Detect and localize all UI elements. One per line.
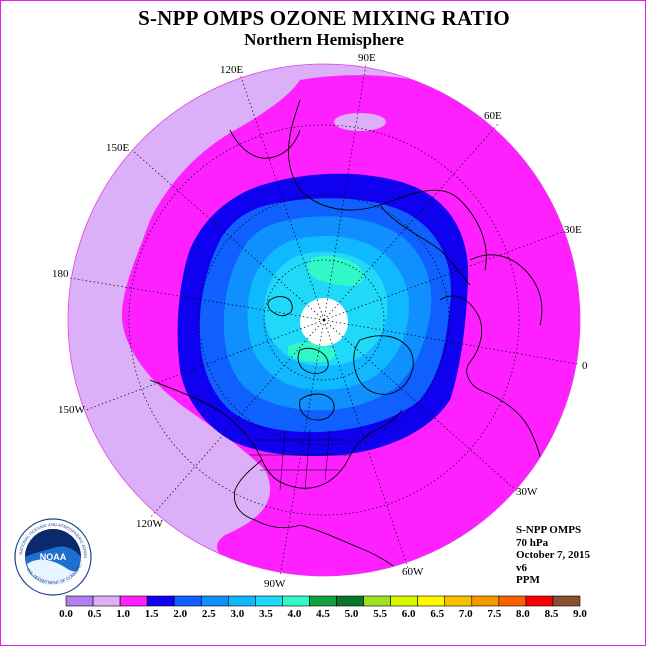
instrument-label: S-NPP OMPS: [516, 524, 582, 536]
colorbar-swatch: [255, 595, 283, 607]
field-band-4.0: [307, 255, 365, 287]
colorbar-tick-label: 0.5: [87, 608, 102, 620]
colorbar-swatch: [417, 595, 446, 607]
colorbar-swatch: [282, 595, 310, 607]
colorbar-tick-label: 8.0: [516, 608, 530, 620]
colorbar-tick-label: 7.5: [487, 608, 502, 620]
colorbar-tick-label: 8.5: [544, 608, 559, 620]
lon-label-90e: 90E: [358, 52, 376, 64]
lon-label-30e: 30E: [564, 224, 582, 236]
map-info-block: S-NPP OMPS 70 hPa October 7, 2015 v6 PPM: [516, 524, 590, 587]
colorbar-swatch: [146, 595, 175, 607]
coastlines: [149, 99, 544, 576]
colorbar-swatch: [336, 595, 364, 607]
colorbar-tick-label: 1.5: [144, 608, 159, 620]
colorbar-tick-label: 4.5: [316, 608, 330, 620]
colorbar-tick-label: 6.5: [430, 608, 445, 620]
colorbar-swatch: [390, 595, 418, 607]
lon-label-60e: 60E: [484, 110, 502, 122]
date-label: October 7, 2015: [516, 549, 591, 561]
lon-label-180: 180: [52, 268, 69, 280]
colorbar-tick-label: 9.0: [573, 608, 587, 620]
colorbar-swatch: [65, 595, 94, 607]
lon-label-120e: 120E: [220, 64, 244, 76]
colorbar-tick-label: 6.0: [401, 608, 416, 620]
version-label: v6: [516, 561, 527, 574]
colorbar-tick-label: 0.0: [59, 608, 73, 620]
lon-label-0: 0: [582, 360, 588, 372]
lon-label-90w: 90W: [264, 578, 286, 590]
colorbar-swatch: [444, 595, 473, 607]
noaa-logo-text: NOAA: [40, 552, 67, 562]
colorbar-swatch: [525, 595, 554, 607]
colorbar-swatch: [471, 595, 500, 607]
ozone-field: [68, 64, 580, 576]
lon-label-60w: 60W: [402, 566, 424, 578]
colorbar-tick-label: 1.0: [116, 608, 130, 620]
lon-label-120w: 120W: [136, 518, 163, 530]
colorbar-tick-label: 2.0: [173, 608, 188, 620]
colorbar-tick-label: 5.5: [373, 608, 387, 620]
graticule: [69, 63, 579, 577]
colorbar-swatch: [173, 595, 202, 607]
colorbar-tick-label: 7.0: [458, 608, 473, 620]
units-label: PPM: [516, 574, 540, 586]
lon-label-30w: 30W: [516, 486, 538, 498]
map-subtitle: Northern Hemisphere: [244, 30, 404, 49]
colorbar-swatch: [309, 595, 337, 607]
colorbar-swatch: [92, 595, 121, 607]
colorbar-swatch: [228, 595, 256, 607]
colorbar-swatch: [552, 595, 581, 607]
field-band-0.5-island: [334, 113, 386, 131]
colorbar-tick-label: 5.0: [344, 608, 359, 620]
colorbar-tick-label: 2.5: [201, 608, 216, 620]
colorbar-swatch: [200, 595, 229, 607]
polar-no-data-cap: [300, 298, 348, 346]
colorbar-swatches: [65, 595, 581, 607]
state-lines: [250, 429, 350, 491]
lon-label-150e: 150E: [106, 142, 130, 154]
lon-label-150w: 150W: [58, 404, 85, 416]
map-disc-border: [67, 63, 581, 577]
map-title: S-NPP OMPS OZONE MIXING RATIO: [138, 6, 510, 30]
pressure-level-label: 70 hPa: [516, 536, 549, 549]
colorbar-swatch: [498, 595, 527, 607]
colorbar-swatch: [119, 595, 148, 607]
colorbar-tick-label: 4.0: [287, 608, 302, 620]
noaa-logo: NOAA NATIONAL OCEANIC AND ATMOSPHERIC AD…: [14, 518, 92, 596]
colorbar-swatch: [363, 595, 391, 607]
colorbar-tick-label: 3.0: [230, 608, 245, 620]
colorbar-tick-label: 3.5: [259, 608, 273, 620]
